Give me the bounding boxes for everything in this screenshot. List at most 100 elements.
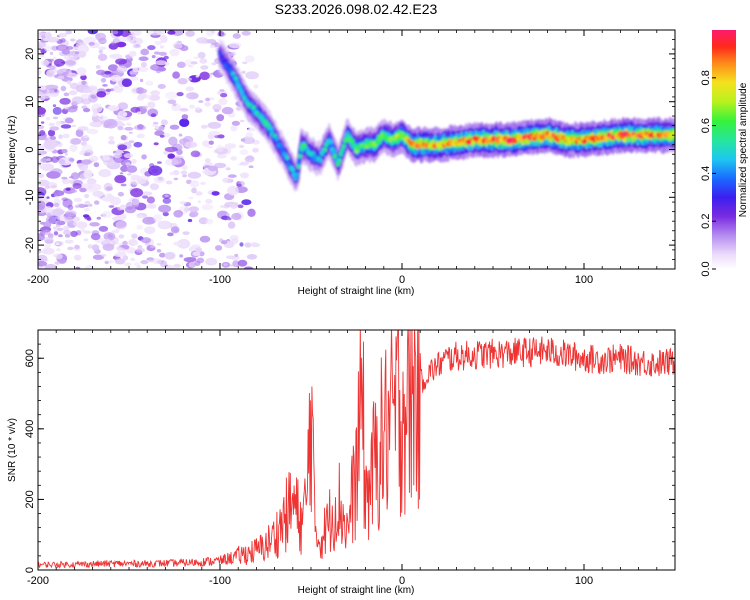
spectrogram-noise-blob — [200, 65, 209, 70]
spectrogram-noise-blob — [156, 243, 162, 246]
spectrogram-noise-blob — [117, 144, 128, 151]
spectrogram-noise-blob — [54, 89, 58, 93]
spectrogram-noise-blob — [239, 149, 249, 156]
spectrogram-noise-blob — [218, 98, 228, 106]
spectrogram-noise-blob — [40, 121, 45, 124]
spectrogram-noise-blob — [140, 237, 151, 244]
spectrogram-noise-blob — [66, 80, 72, 85]
spectrogram-noise-blob — [159, 252, 166, 258]
spectrogram-noise-blob — [178, 133, 183, 137]
spectrogram-noise-blob — [75, 51, 80, 55]
spectrogram-noise-blob — [172, 71, 181, 79]
spectrogram-noise-blob — [185, 77, 192, 81]
spectrogram-noise-blob — [123, 153, 134, 159]
spectrogram-noise-blob — [241, 30, 251, 36]
spectrogram-noise-blob — [40, 86, 47, 91]
spectrogram-noise-blob — [116, 149, 124, 154]
spectrogram-noise-blob — [57, 75, 65, 80]
spectrogram-noise-blob — [90, 233, 101, 241]
spectrogram-ridge-cell — [284, 155, 290, 161]
spectrogram-noise-blob — [62, 198, 73, 208]
spectrogram-noise-blob — [179, 254, 184, 258]
spectrogram-noise-blob — [119, 172, 124, 175]
spectrogram-noise-blob — [207, 145, 213, 149]
spectrogram-noise-blob — [61, 148, 68, 154]
spectrogram-noise-blob — [110, 74, 122, 82]
spectrogram-noise-blob — [83, 108, 91, 113]
spectrogram-noise-blob — [98, 46, 107, 51]
spectrogram-noise-blob — [201, 204, 214, 211]
spectrogram-noise-blob — [108, 42, 119, 50]
spectrogram-noise-blob — [197, 51, 206, 59]
x-tick-label: -100 — [209, 575, 231, 587]
spectrogram-noise-blob — [52, 104, 57, 107]
spectrogram-noise-blob — [43, 139, 57, 150]
spectrogram-noise-blob — [115, 120, 124, 129]
spectrogram-x-ticks: -200 -100 0 100 — [27, 30, 676, 286]
spectrogram-noise-blob — [117, 126, 124, 131]
x-tick-label: -200 — [27, 575, 49, 587]
spectrogram-noise-blob — [252, 147, 259, 153]
spectrogram-noise-blob — [248, 165, 254, 168]
spectrogram-noise-blob — [238, 144, 245, 149]
spectrogram-noise-blob — [148, 259, 154, 263]
spectrogram-noise-blob — [215, 245, 223, 251]
spectrogram-noise-blob — [237, 259, 248, 267]
spectrogram-noise-blob — [50, 184, 57, 189]
spectrogram-noise-blob — [80, 74, 87, 81]
spectrogram-noise-blob — [199, 58, 208, 64]
snr-x-axis-label: Height of straight line (km) — [298, 585, 415, 596]
spectrogram-noise-blob — [81, 80, 87, 85]
spectrogram-noise-blob — [84, 200, 91, 206]
snr-series — [38, 330, 675, 569]
spectrogram-noise-blob — [84, 207, 90, 212]
spectrogram-noise-blob — [40, 221, 45, 225]
spectrogram-noise-blob — [130, 188, 144, 198]
spectrogram-noise-blob — [177, 238, 191, 249]
spectrogram-noise-blob — [234, 253, 239, 257]
spectrogram-noise-blob — [111, 229, 120, 234]
spectrogram-noise-blob — [132, 67, 139, 73]
spectrogram-noise-blob — [65, 187, 71, 191]
spectrogram-noise-blob — [186, 95, 191, 98]
spectrogram-noise-blob — [125, 162, 131, 166]
spectrogram-ridge-cell — [233, 76, 239, 82]
spectrogram-noise-blob — [78, 204, 86, 208]
spectrogram-noise-blob — [231, 212, 242, 221]
spectrogram-noise-blob — [53, 202, 60, 208]
spectrogram-noise-blob — [202, 140, 210, 148]
spectrogram-noise-blob — [169, 48, 180, 57]
spectrogram-noise-blob — [38, 173, 45, 178]
spectrogram-noise-blob — [63, 230, 72, 235]
spectrogram-noise-blob — [86, 128, 99, 135]
spectrogram-noise-blob — [111, 216, 124, 222]
spectrogram-noise-blob — [54, 261, 60, 265]
spectrogram-ridge-cell — [318, 157, 323, 163]
spectrogram-noise-blob — [154, 40, 163, 46]
spectrogram-noise-blob — [122, 240, 128, 246]
spectrogram-noise-blob — [88, 41, 95, 46]
spectrogram-noise-blob — [204, 102, 211, 107]
spectrogram-ridge-cell — [217, 50, 223, 56]
spectrogram-noise-blob — [244, 55, 255, 63]
snr-x-ticks: -200 -100 0 100 — [27, 330, 676, 587]
spectrogram-noise-blob — [38, 106, 46, 115]
spectrogram-noise-blob — [240, 172, 249, 179]
spectrogram-noise-blob — [114, 258, 126, 265]
spectrogram-noise-blob — [200, 124, 208, 129]
spectrogram-noise-blob — [57, 143, 62, 148]
spectrogram-noise-blob — [219, 89, 225, 92]
spectrogram-noise-blob — [98, 169, 112, 178]
spectrogram-noise-blob — [44, 185, 50, 190]
spectrogram-noise-blob — [209, 97, 215, 101]
spectrogram-noise-blob — [199, 71, 210, 81]
spectrogram-noise-blob — [43, 236, 54, 244]
chart-title: S233.2026.098.02.42.E23 — [275, 1, 438, 17]
spectrogram-noise-blob — [44, 45, 52, 52]
spectrogram-noise-blob — [227, 185, 239, 196]
spectrogram-noise-blob — [126, 165, 138, 173]
x-tick-label: 0 — [399, 274, 405, 286]
spectrogram-noise-blob — [46, 171, 61, 179]
spectrogram-noise-blob — [108, 136, 115, 141]
